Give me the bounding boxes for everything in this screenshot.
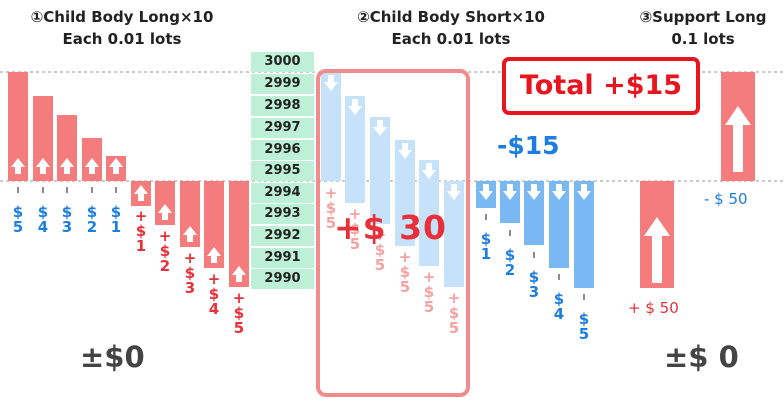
price-level: 2996 xyxy=(251,140,314,160)
support-arrow-bottom xyxy=(644,217,670,236)
long-profit-label-3: $3 xyxy=(61,203,73,236)
child-long-header: ①Child Body Long×10 Each 0.01 lots xyxy=(0,6,244,50)
long-bar-7 xyxy=(155,181,175,225)
support-long-subtitle: 0.1 lots xyxy=(671,30,735,48)
long-bar-8 xyxy=(180,181,200,247)
short-net-label: -$15 xyxy=(497,131,560,160)
short-profit-label-3: + $5 xyxy=(373,226,387,274)
support-gain-label: + $ 50 xyxy=(628,299,679,317)
short-profit-total: +$ 30 xyxy=(334,208,448,247)
short-bar-3 xyxy=(370,117,390,224)
price-level: 2990 xyxy=(251,269,314,289)
price-level: 2991 xyxy=(251,248,314,268)
long-loss-label-5: + $5 xyxy=(232,289,246,337)
long-profit-label-4: $2 xyxy=(86,203,98,236)
short-profit-label-4: + $5 xyxy=(398,248,412,296)
child-short-title: ②Child Body Short×10 xyxy=(357,8,545,26)
price-level: 2997 xyxy=(251,118,314,138)
long-loss-label-1: + $1 xyxy=(134,207,148,255)
long-profit-label-5: $1 xyxy=(110,203,122,236)
child-short-header: ②Child Body Short×10 Each 0.01 lots xyxy=(320,6,582,50)
long-loss-label-2: + $2 xyxy=(158,227,172,275)
short-bar-10 xyxy=(549,181,569,268)
price-level: 2994 xyxy=(251,183,314,203)
short-profit-label-1: + $5 xyxy=(324,184,338,232)
short-profit-label-6: + $5 xyxy=(447,289,461,337)
long-bar-10 xyxy=(229,181,249,287)
short-bar-6 xyxy=(444,181,464,287)
short-bar-1 xyxy=(321,72,341,181)
long-bar-2 xyxy=(33,96,53,181)
support-arrow-top xyxy=(725,106,751,125)
short-bar-5 xyxy=(419,160,439,266)
short-loss-label-3: $3 xyxy=(528,268,540,301)
price-level: 3000 xyxy=(251,52,314,72)
short-bar-9 xyxy=(524,181,544,245)
long-bar-9 xyxy=(204,181,224,268)
support-loss-label: - $ 50 xyxy=(704,190,748,208)
long-loss-label-4: + $4 xyxy=(207,270,221,318)
support-long-title: ③Support Long xyxy=(639,8,767,26)
net-left-label: ±$0 xyxy=(80,340,145,374)
long-bar-1 xyxy=(8,72,28,181)
highlight-frame xyxy=(316,69,470,397)
short-bar-4 xyxy=(395,140,415,246)
long-profit-label-1: $5 xyxy=(12,203,24,236)
total-box: Total +$15 xyxy=(502,57,700,115)
net-right-label: ±$ 0 xyxy=(664,340,739,374)
support-long-header: ③Support Long 0.1 lots xyxy=(622,6,784,50)
short-bar-11 xyxy=(574,181,594,288)
short-loss-label-4: $4 xyxy=(553,290,565,323)
short-loss-label-2: $2 xyxy=(504,246,516,279)
child-long-title: ①Child Body Long×10 xyxy=(30,8,214,26)
price-level: 2999 xyxy=(251,74,314,94)
price-level: 2992 xyxy=(251,226,314,246)
short-profit-label-2: + $5 xyxy=(348,205,362,253)
short-profit-label-5: + $5 xyxy=(422,268,436,316)
price-level: 2995 xyxy=(251,161,314,181)
price-level: 2993 xyxy=(251,204,314,224)
short-loss-label-5: $5 xyxy=(578,310,590,343)
child-short-subtitle: Each 0.01 lots xyxy=(391,30,511,48)
long-profit-label-2: $4 xyxy=(37,203,49,236)
short-loss-label-1: $1 xyxy=(480,230,492,263)
short-bar-2 xyxy=(345,96,365,203)
long-loss-label-3: + $3 xyxy=(183,249,197,297)
child-long-subtitle: Each 0.01 lots xyxy=(62,30,182,48)
price-level: 2998 xyxy=(251,96,314,116)
